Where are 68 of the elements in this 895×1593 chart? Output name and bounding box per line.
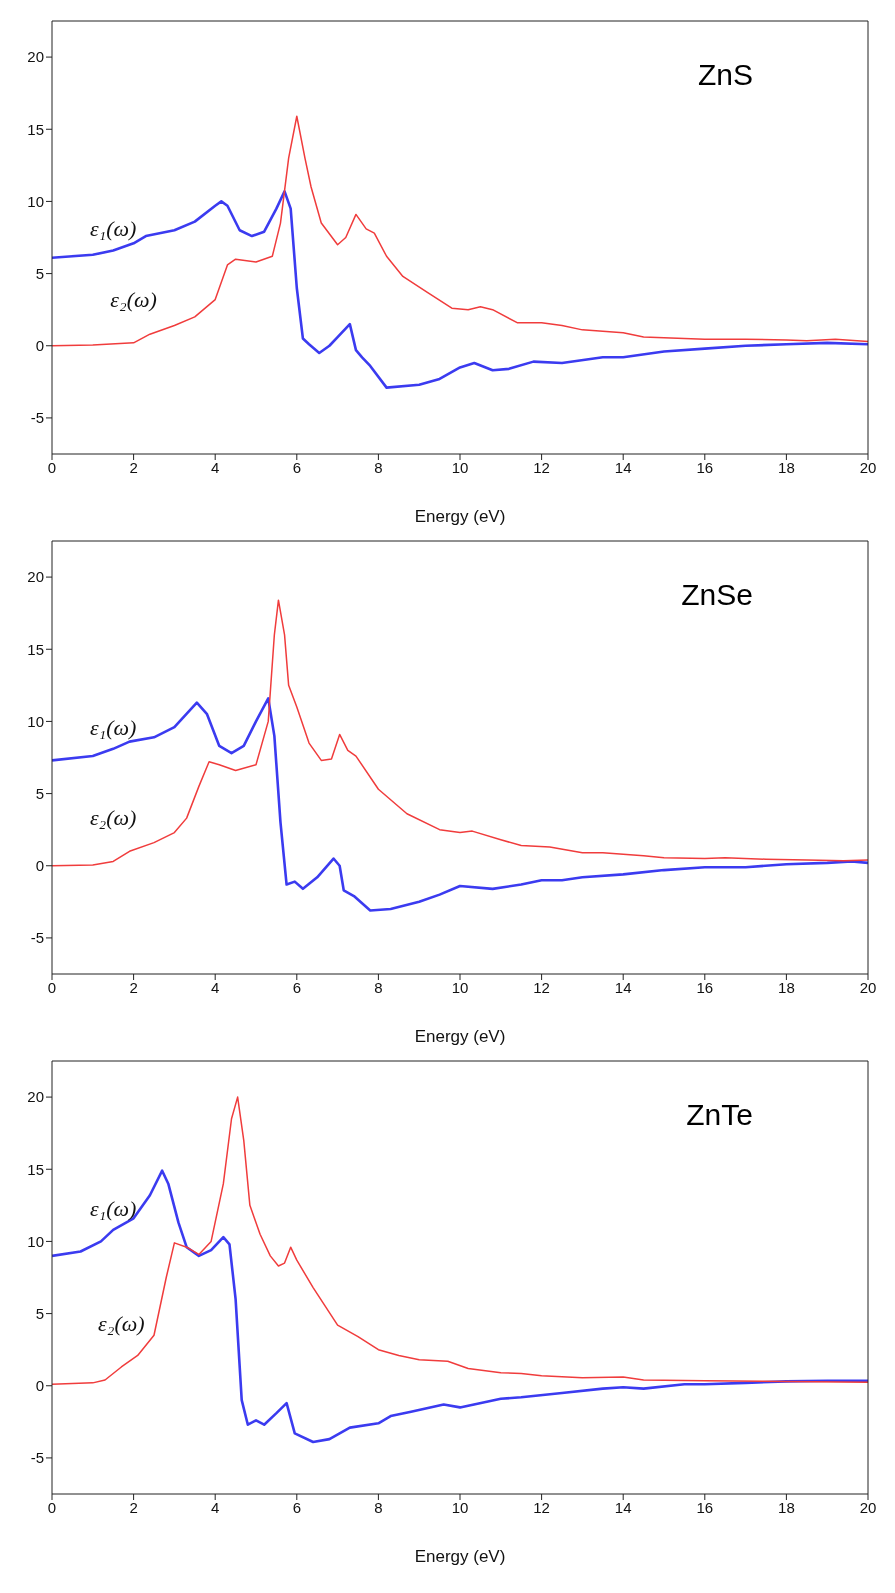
- x-tick-label: 0: [47, 1498, 57, 1516]
- x-axis-title: Energy (eV): [414, 507, 506, 526]
- y-tick-label: 5: [35, 1304, 44, 1322]
- y-tick-label: 10: [27, 712, 44, 730]
- x-tick-label: 18: [778, 978, 795, 996]
- x-tick-label: 0: [47, 978, 57, 996]
- x-axis-title: Energy (eV): [414, 1547, 506, 1566]
- x-tick-label: 6: [292, 978, 301, 996]
- line-series: [52, 1096, 868, 1386]
- x-tick-label: 10: [451, 1498, 469, 1516]
- x-tick-label: 2: [129, 458, 138, 476]
- series-label: ε₁(ω): [89, 714, 137, 740]
- y-tick-label: 0: [35, 857, 44, 875]
- x-tick-label: 12: [533, 458, 550, 476]
- x-tick-label: 8: [374, 1498, 383, 1516]
- x-tick-label: 10: [451, 458, 469, 476]
- y-tick-label: 20: [27, 1088, 44, 1106]
- x-tick-label: 20: [859, 1498, 877, 1516]
- x-tick-label: 14: [614, 978, 632, 996]
- series-label: ε₁(ω): [89, 216, 137, 242]
- x-tick-label: 20: [859, 978, 877, 996]
- y-tick-label: 20: [27, 568, 44, 586]
- x-tick-label: 0: [47, 458, 57, 476]
- x-tick-label: 4: [211, 978, 220, 996]
- y-tick-label: 10: [27, 192, 44, 210]
- x-tick-label: 6: [292, 458, 301, 476]
- x-tick-label: 2: [129, 978, 138, 996]
- line-series: [52, 697, 868, 912]
- x-tick-label: 16: [696, 978, 714, 996]
- x-tick-label: 6: [292, 1498, 301, 1516]
- x-tick-label: 18: [778, 458, 795, 476]
- y-tick-label: 15: [27, 1160, 44, 1178]
- series-label: ε₁(ω): [89, 1195, 137, 1221]
- x-tick-label: 10: [451, 978, 469, 996]
- x-tick-label: 2: [129, 1498, 138, 1516]
- x-tick-label: 14: [614, 1498, 632, 1516]
- x-tick-label: 14: [614, 458, 632, 476]
- series-label: ε₂(ω): [110, 286, 157, 312]
- x-tick-label: 8: [374, 978, 383, 996]
- y-tick-label: -5: [30, 929, 44, 947]
- y-tick-label: 15: [27, 120, 44, 138]
- x-tick-label: 16: [696, 1498, 714, 1516]
- y-tick-label: -5: [30, 1449, 44, 1467]
- x-tick-label: 8: [374, 458, 383, 476]
- y-tick-label: 15: [27, 640, 44, 658]
- text: ZnTe: [686, 1098, 753, 1132]
- y-tick-label: -5: [30, 409, 44, 427]
- x-tick-label: 18: [778, 1498, 795, 1516]
- text: ZnSe: [681, 578, 753, 612]
- y-tick-label: 0: [35, 337, 44, 355]
- series-label: ε₂(ω): [89, 805, 137, 831]
- line-series: [52, 1169, 868, 1444]
- y-tick-label: 10: [27, 1232, 44, 1250]
- y-tick-label: 20: [27, 48, 44, 66]
- line-series: [52, 190, 868, 389]
- x-tick-label: 20: [859, 458, 877, 476]
- x-axis-title: Energy (eV): [414, 1027, 506, 1046]
- line-series: [52, 115, 868, 347]
- series-label: ε₂(ω): [98, 1310, 145, 1336]
- x-tick-label: 4: [211, 458, 220, 476]
- x-tick-label: 16: [696, 458, 714, 476]
- x-tick-label: 12: [533, 978, 550, 996]
- y-tick-label: 5: [35, 264, 44, 282]
- y-tick-label: 5: [35, 784, 44, 802]
- x-tick-label: 4: [211, 1498, 220, 1516]
- y-tick-label: 0: [35, 1377, 44, 1395]
- x-tick-label: 12: [533, 1498, 550, 1516]
- text: ZnS: [697, 58, 753, 92]
